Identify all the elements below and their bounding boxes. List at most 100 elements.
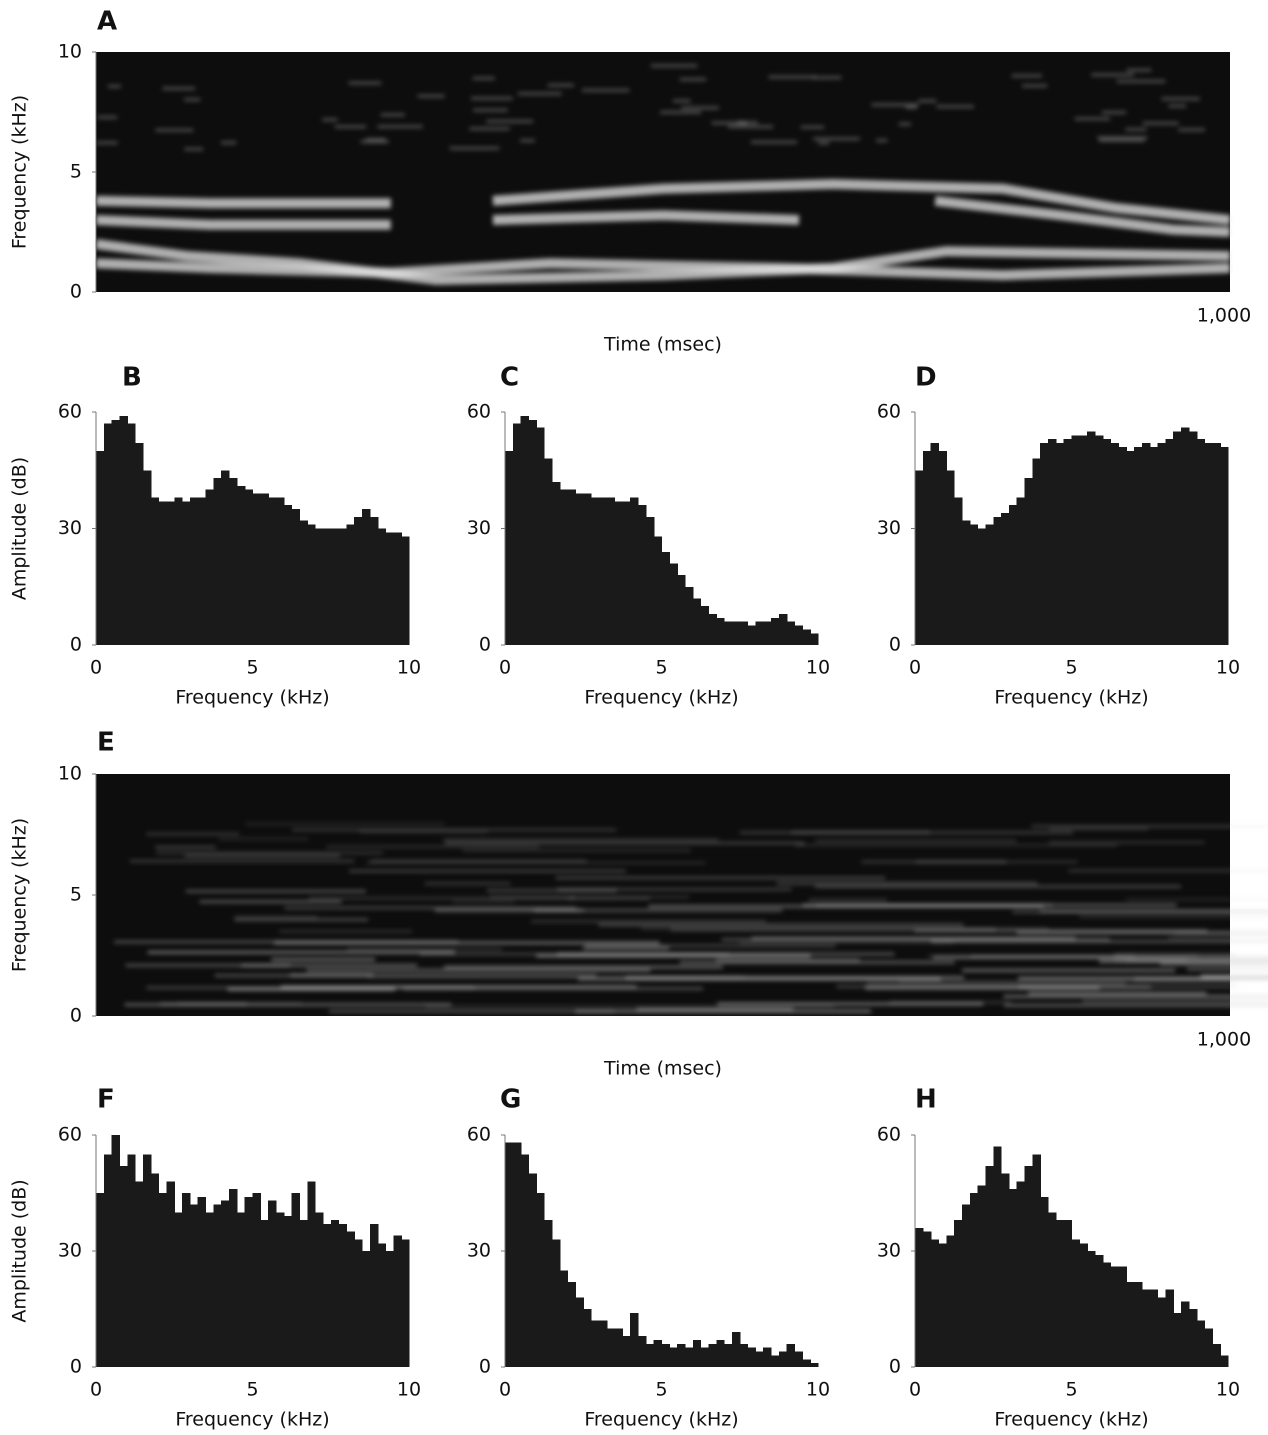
spectrogram-streak [533,909,783,912]
bar [299,1220,308,1367]
spectrogram-speck [898,122,911,126]
bar [166,501,175,645]
bar [716,617,725,645]
bar [977,528,987,645]
bar [606,497,616,645]
spectrogram-streak [577,977,942,981]
panel-letter: G [500,1085,521,1115]
bar [747,1347,756,1367]
y-tick-label: 30 [877,1240,901,1262]
bar [930,1239,940,1367]
y-tick-label: 60 [58,401,82,423]
y-axis-label: Frequency (kHz) [9,95,31,249]
y-axis-label: Amplitude (dB) [9,1179,31,1322]
spectrogram-streak [125,964,291,967]
bar [322,528,332,645]
y-tick-label: 0 [70,1005,82,1027]
spectrogram-speck [876,139,888,143]
spectrogram-streak [147,951,455,954]
bar [969,524,979,645]
bar [622,1336,631,1367]
bar [1087,431,1096,645]
bar [583,493,592,645]
bar [205,489,214,645]
bar [385,532,394,645]
bar [786,1343,796,1367]
spectrogram-streak [1160,962,1268,966]
bar [393,532,402,645]
spectrogram-streak [284,906,577,910]
bar [961,1204,971,1367]
x-axis-label: Frequency (kHz) [175,687,329,709]
bar [786,621,796,645]
bar [1181,1301,1190,1367]
y-axis-label: Amplitude (dB) [9,457,31,600]
spectrogram-speck [1142,121,1179,125]
bar [778,613,788,645]
spectrogram-speck [472,76,495,80]
bar [260,1220,269,1367]
bar [922,1231,932,1367]
bar [197,1196,207,1367]
bar [1188,431,1198,645]
bar [1102,439,1112,645]
bar [1126,450,1135,645]
spectrogram-speck [728,125,774,129]
y-tick-label: 0 [479,1356,491,1378]
spectrogram-streak [1082,999,1268,1003]
bar [1196,439,1206,645]
bar [1141,1289,1151,1367]
bar [1212,443,1221,645]
x-tick-label: 0 [499,1379,511,1401]
spectrogram-speck [449,146,500,150]
bar [810,1363,819,1367]
spectrogram-streak [898,980,1236,983]
spectrogram-streak [1016,931,1268,934]
bar [954,497,963,645]
bar [638,505,647,645]
bar [731,621,741,645]
spectrogram-speck [800,125,825,129]
bar [369,516,379,645]
bar [221,1200,230,1367]
bar [354,1239,363,1367]
y-tick-label: 5 [70,161,82,183]
bar [512,423,522,645]
bar [252,1193,261,1367]
spectrogram-streak [679,961,955,964]
spectrogram-streak [444,965,723,969]
spectrogram-speck [486,119,534,123]
spectrogram-texture [114,822,1268,1013]
spectrogram-streak [568,897,650,900]
bar [598,1320,608,1367]
spectrogram-streak [836,985,1239,988]
spectrogram-speck [711,121,748,125]
bar [810,633,819,645]
y-tick-label: 60 [467,1124,491,1146]
bar [700,606,710,645]
x-tick-label: 5 [246,657,258,679]
panel-letter: F [97,1085,115,1115]
spectrogram-streak [536,954,811,958]
bar [283,1216,293,1367]
spectrogram-streak [1174,932,1268,935]
spectrogram-streak [434,909,584,912]
bar [1149,446,1159,645]
x-tick-label: 1,000 [1197,1029,1251,1051]
y-tick-label: 30 [467,1240,491,1262]
bar [338,528,347,645]
spectrogram-streak [306,968,651,972]
bar [614,501,623,645]
spectrogram-speck [679,77,707,81]
bar [1157,443,1166,645]
panel-letter: A [97,7,117,37]
spectrogram-speck [581,88,630,92]
bar [1008,1189,1018,1367]
spectrogram-speck [1168,104,1186,108]
spectrogram-streak [930,940,1268,943]
spectrogram-streak [273,941,660,945]
y-tick-label: 60 [877,1124,901,1146]
bar [724,621,733,645]
spectrogram-streak [598,923,964,927]
